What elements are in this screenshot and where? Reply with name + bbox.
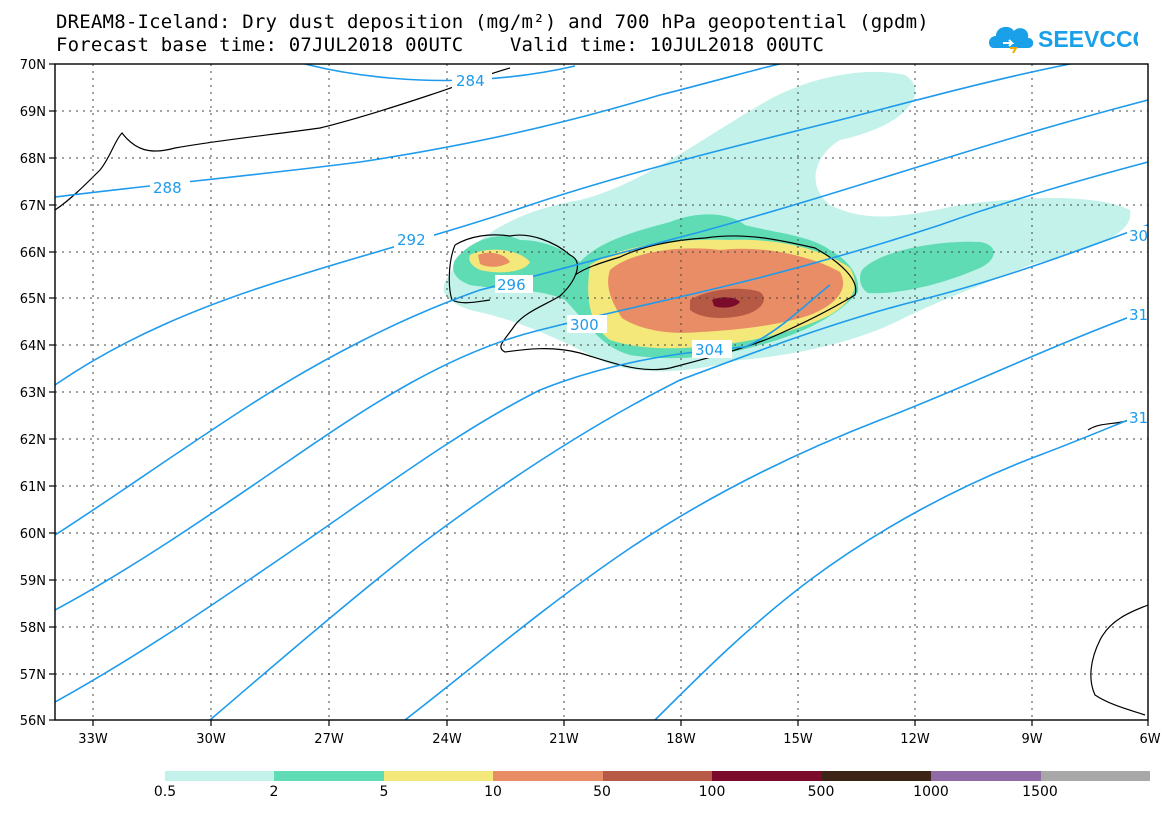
legend-label: 1500: [1022, 784, 1058, 800]
lat-label: 59N: [20, 574, 46, 589]
lat-label: 70N: [20, 58, 46, 73]
lat-label: 61N: [20, 480, 46, 495]
logo-text: SEEVCCC: [1038, 26, 1138, 52]
graticule: [55, 64, 1148, 720]
lon-label: 30W: [196, 732, 226, 747]
contour-label: 30: [1129, 227, 1148, 245]
cloud-icon: [988, 26, 1034, 54]
map-title: DREAM8-Iceland: Dry dust deposition (mg/…: [56, 11, 929, 33]
lat-label: 67N: [20, 199, 46, 214]
lon-label: 12W: [900, 732, 930, 747]
lon-label: 24W: [432, 732, 462, 747]
lat-label: 62N: [20, 433, 46, 448]
legend-swatch: [493, 771, 603, 781]
lon-label: 18W: [666, 732, 696, 747]
legend-swatch: [821, 771, 932, 781]
deposition-band-2: [860, 241, 994, 294]
contour-line-296: [55, 99, 1148, 536]
contour-line-308: [404, 309, 1148, 720]
contour-label: 292: [397, 231, 426, 249]
legend-label: 0.5: [153, 784, 177, 800]
legend-swatch: [274, 771, 384, 781]
coastlines: [55, 67, 1148, 716]
lon-label: 21W: [549, 732, 579, 747]
lat-label: 56N: [20, 714, 46, 729]
longitude-labels: 33W 30W 27W 24W 21W 18W 15W 12W 9W 6W: [78, 732, 1160, 747]
lon-label: 15W: [783, 732, 813, 747]
lat-label: 69N: [20, 105, 46, 120]
latitude-labels: 70N 69N 68N 67N 66N 65N 64N 63N 62N 61N …: [20, 58, 46, 729]
lon-label: 6W: [1139, 732, 1160, 747]
deposition-band-10: [478, 252, 510, 267]
seevccc-logo: SEEVCCC: [988, 26, 1138, 54]
legend-swatch: [931, 771, 1041, 781]
map-subtitle: Forecast base time: 07JUL2018 00UTC Vali…: [56, 34, 825, 56]
legend-label: 2: [269, 784, 279, 800]
lat-label: 57N: [20, 668, 46, 683]
legend-label: 100: [698, 784, 726, 800]
scotland-coastline: [1090, 604, 1148, 716]
contour-label: 284: [456, 72, 485, 90]
contour-line-300: [55, 161, 1148, 611]
lat-label: 65N: [20, 292, 46, 307]
contour-label: 288: [153, 179, 182, 197]
contour-line-292: [55, 64, 1071, 386]
deposition-band-100: [712, 297, 740, 308]
contour-line-312: [654, 411, 1148, 720]
dust-deposition-field: [443, 71, 1131, 372]
legend-swatch: [165, 771, 275, 781]
legend-swatch: [383, 771, 494, 781]
lat-label: 60N: [20, 527, 46, 542]
legend-swatch: [602, 771, 713, 781]
lat-label: 68N: [20, 152, 46, 167]
contour-label: 304: [695, 341, 724, 359]
axis-ticks: [49, 63, 1149, 726]
contour-label: 296: [497, 276, 526, 294]
contour-label: 31: [1129, 409, 1148, 427]
legend-swatch: [712, 771, 822, 781]
lon-label: 9W: [1021, 732, 1042, 747]
lat-label: 63N: [20, 386, 46, 401]
contour-line-284: [304, 64, 576, 82]
geopotential-contours: [55, 64, 1148, 720]
legend-label: 50: [593, 784, 611, 800]
contour-label: 31: [1129, 306, 1148, 324]
contour-line-300-offshoot: [55, 284, 831, 703]
lon-label: 33W: [78, 732, 108, 747]
contour-line-304: [209, 224, 1148, 720]
contour-label: 300: [570, 316, 599, 334]
legend-label: 500: [807, 784, 835, 800]
lon-label: 27W: [314, 732, 344, 747]
legend-label: 5: [379, 784, 389, 800]
legend-label: 10: [484, 784, 502, 800]
contour-labels: 284 288 292 296 300 304 30 31 31: [150, 71, 1148, 427]
color-legend: [165, 771, 1150, 781]
greenland-coastline: [55, 67, 511, 211]
lat-label: 58N: [20, 621, 46, 636]
lat-label: 66N: [20, 246, 46, 261]
legend-label: 1000: [913, 784, 949, 800]
legend-swatch: [1040, 771, 1150, 781]
lat-label: 64N: [20, 339, 46, 354]
